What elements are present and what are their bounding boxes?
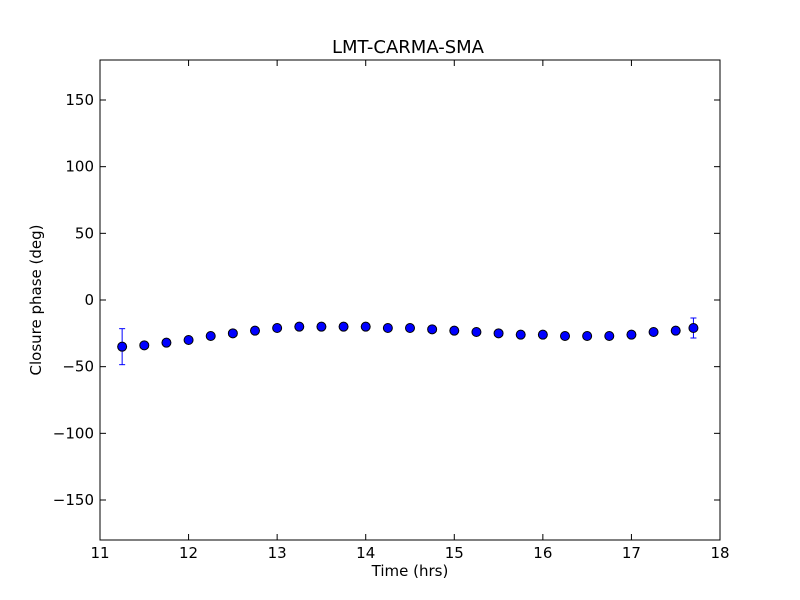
x-tick-label: 15 — [445, 544, 464, 562]
data-point — [382, 323, 393, 333]
data-point — [183, 335, 194, 345]
data-point — [648, 327, 659, 337]
data-point — [604, 331, 615, 341]
data-point — [537, 329, 548, 340]
data-point — [250, 325, 260, 336]
y-axis-title: Closure phase (deg) — [27, 225, 45, 376]
data-point — [316, 321, 327, 332]
data-point — [626, 329, 637, 340]
y-tick-label: 0 — [84, 291, 94, 309]
y-tick-label: 50 — [75, 224, 94, 242]
y-tick-label: −50 — [62, 358, 94, 376]
x-tick-label: 14 — [356, 544, 375, 562]
data-point — [272, 323, 283, 333]
data-point — [471, 327, 482, 337]
data-point — [493, 328, 504, 339]
data-point — [688, 323, 699, 333]
data-point — [670, 325, 681, 336]
plot-area — [99, 59, 721, 541]
data-marks — [117, 317, 699, 366]
data-point — [560, 331, 570, 341]
data-point — [405, 323, 415, 333]
y-tick-label: 150 — [65, 91, 94, 109]
x-axis-title: Time (hrs) — [371, 562, 449, 580]
y-tick-label: −100 — [53, 424, 94, 442]
data-point — [427, 324, 438, 335]
x-tick-label: 17 — [622, 544, 641, 562]
y-tick-label: −150 — [53, 491, 94, 509]
data-point — [117, 341, 128, 352]
axis-ticks: 11 12 13 14 15 16 17 18 −150 −100 −50 0 50 100 150 — [53, 60, 730, 562]
data-point — [360, 321, 371, 332]
x-tick-label: 18 — [710, 544, 729, 562]
x-tick-label: 12 — [179, 544, 198, 562]
plot-frame — [99, 59, 721, 541]
data-point — [515, 329, 526, 340]
x-tick-label: 16 — [533, 544, 552, 562]
data-point — [139, 340, 150, 351]
y-tick-label: 100 — [65, 158, 94, 176]
data-point — [449, 325, 460, 336]
data-point — [582, 331, 593, 341]
x-tick-label: 13 — [268, 544, 287, 562]
x-tick-label: 11 — [90, 544, 109, 562]
data-point — [338, 321, 349, 332]
data-point — [227, 328, 238, 339]
data-point — [294, 321, 305, 332]
data-point — [205, 331, 216, 341]
chart-title: LMT-CARMA-SMA — [332, 37, 485, 58]
data-point — [161, 337, 172, 348]
